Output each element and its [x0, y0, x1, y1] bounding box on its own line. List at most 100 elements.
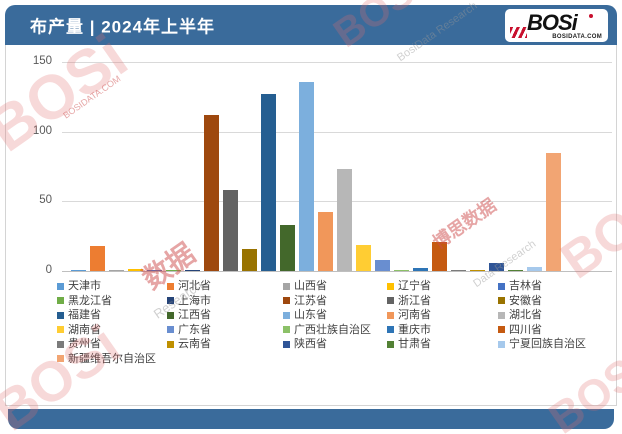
chart-title: 布产量 | 2024年上半年 [30, 17, 216, 37]
legend-item: 山东省 [283, 308, 387, 323]
legend-swatch-icon [387, 311, 394, 319]
bosi-logo-stripes-icon [510, 27, 527, 38]
legend-item: 湖南省 [57, 323, 167, 338]
legend-label: 上海市 [178, 294, 211, 307]
chart-bar [147, 270, 162, 271]
legend-label: 甘肃省 [398, 338, 431, 350]
gridline [62, 62, 612, 63]
chart-bar [223, 190, 238, 271]
legend-swatch-icon [57, 282, 64, 290]
chart-bar [432, 242, 447, 271]
footer-bar [8, 409, 614, 429]
chart-bar [204, 115, 219, 271]
legend-swatch-icon [498, 326, 505, 334]
chart-bar [242, 249, 257, 271]
legend-label: 广西壮族自治区 [294, 323, 371, 336]
legend-item: 贵州省 [57, 337, 167, 352]
chart-bar [90, 246, 105, 271]
legend-item: 宁夏回族自治区 [498, 337, 605, 352]
legend-item: 四川省 [498, 323, 605, 338]
legend-swatch-icon [498, 282, 505, 290]
chart-bar [128, 269, 143, 271]
chart-bar [280, 225, 295, 271]
legend-label: 天津市 [68, 280, 101, 292]
legend-label: 辽宁省 [398, 280, 431, 292]
legend-swatch-icon [498, 297, 505, 305]
chart-bar [451, 270, 466, 271]
legend-item: 江西省 [167, 308, 283, 323]
legend-item: 广东省 [167, 323, 283, 338]
legend-swatch-icon [283, 340, 290, 348]
chart-bar [527, 267, 542, 271]
legend-item: 安徽省 [498, 294, 605, 309]
legend-item: 浙江省 [387, 294, 498, 309]
legend-label: 江西省 [178, 309, 211, 321]
legend-swatch-icon [57, 311, 64, 319]
legend-label: 浙江省 [398, 294, 431, 307]
legend-label: 福建省 [68, 309, 101, 321]
bosi-logo-domain: BOSIDATA.COM [552, 34, 602, 40]
legend-swatch-icon [498, 311, 505, 319]
legend-swatch-icon [498, 340, 505, 348]
legend-swatch-icon [387, 340, 394, 348]
legend-label: 新疆维吾尔自治区 [68, 352, 156, 365]
bar-series-container [71, 62, 612, 271]
legend-label: 重庆市 [398, 323, 431, 336]
legend-swatch-icon [387, 282, 394, 290]
legend-item: 云南省 [167, 337, 283, 352]
legend-label: 河北省 [178, 280, 211, 292]
legend-label: 湖南省 [68, 323, 101, 336]
chart-bar [489, 263, 504, 271]
legend-label: 安徽省 [509, 294, 542, 307]
chart-bar [413, 268, 428, 271]
chart-bar [299, 82, 314, 271]
legend-item: 吉林省 [498, 279, 605, 294]
chart-bar [375, 260, 390, 271]
legend-swatch-icon [57, 326, 64, 334]
legend-swatch-icon [283, 311, 290, 319]
chart-bar [546, 153, 561, 271]
legend-label: 云南省 [178, 338, 211, 350]
chart-bar [394, 270, 409, 271]
legend-label: 陕西省 [294, 338, 327, 350]
chart-legend: 天津市 河北省 山西省 辽宁省 吉林省黑龙江省 上海市 江苏省 浙江省 安徽省福建省 江西省 山东省… [57, 279, 605, 366]
y-tick-label: 0 [45, 264, 52, 276]
bosi-logo-text: BOSi [527, 10, 578, 35]
legend-label: 江苏省 [294, 294, 327, 307]
chart-bar [508, 270, 523, 271]
legend-label: 宁夏回族自治区 [509, 338, 586, 350]
legend-swatch-icon [57, 355, 64, 363]
legend-item: 黑龙江省 [57, 294, 167, 309]
chart-bar [261, 94, 276, 271]
legend-item: 上海市 [167, 294, 283, 309]
legend-item: 辽宁省 [387, 279, 498, 294]
y-tick-label: 100 [32, 125, 52, 137]
legend-item: 湖北省 [498, 308, 605, 323]
legend-item: 甘肃省 [387, 337, 498, 352]
legend-swatch-icon [283, 297, 290, 305]
legend-swatch-icon [283, 282, 290, 290]
chart-bar [185, 270, 200, 271]
gridline [62, 132, 612, 133]
legend-label: 山东省 [294, 309, 327, 321]
legend-item: 河北省 [167, 279, 283, 294]
y-tick-label: 50 [39, 194, 52, 206]
legend-swatch-icon [167, 340, 174, 348]
legend-label: 吉林省 [509, 280, 542, 292]
x-axis-line [62, 271, 612, 272]
legend-swatch-icon [167, 326, 174, 334]
legend-swatch-icon [167, 297, 174, 305]
title-bar: 布产量 | 2024年上半年 BOSi BOSIDATA.COM [5, 5, 617, 45]
legend-item: 新疆维吾尔自治区 [57, 352, 167, 367]
legend-item: 重庆市 [387, 323, 498, 338]
legend-item: 山西省 [283, 279, 387, 294]
chart-bar [356, 245, 371, 271]
legend-item: 福建省 [57, 308, 167, 323]
legend-swatch-icon [387, 297, 394, 305]
legend-label: 四川省 [509, 323, 542, 336]
bosi-logo-dot-icon [589, 14, 593, 18]
legend-label: 河南省 [398, 309, 431, 321]
legend-label: 黑龙江省 [68, 294, 112, 307]
chart-bar [109, 270, 124, 271]
